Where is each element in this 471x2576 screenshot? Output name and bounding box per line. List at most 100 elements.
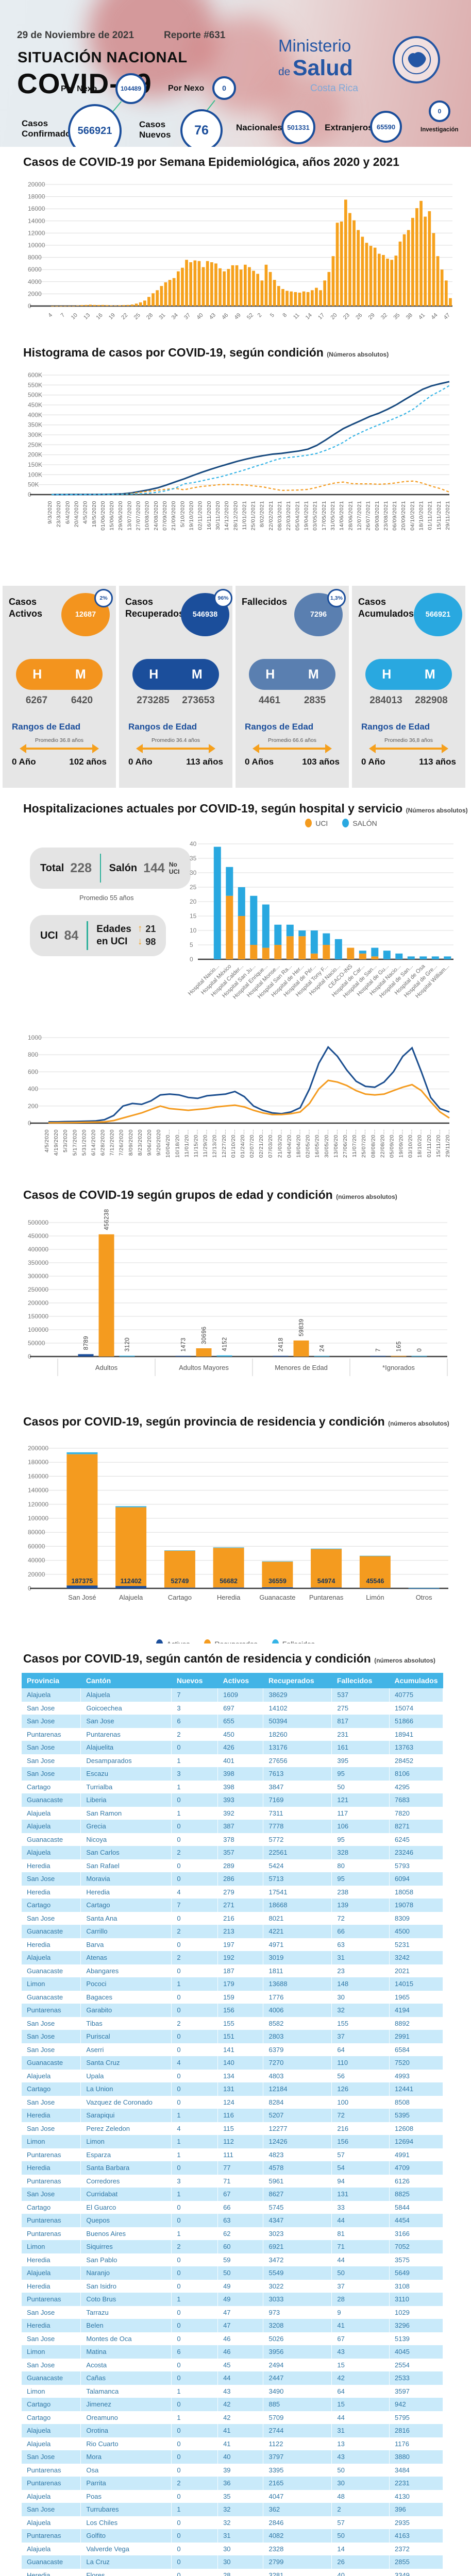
table-row: Alajuela Rio Cuarto 0 41 1122 13 1176: [22, 2437, 444, 2450]
svg-text:2418: 2418: [278, 1337, 284, 1352]
svg-text:46: 46: [221, 312, 229, 321]
table-row: Puntarenas Puntarenas 2 450 18260 231 18941: [22, 1727, 444, 1741]
cumulative-cases-line-chart: 0 50K 100K 150K 200K 250K 300K 350K 400K 450K 500K…: [8, 362, 471, 580]
svg-text:250000: 250000: [28, 1286, 48, 1293]
table-row: Limon Pococi 1 179 13688 148 14015: [22, 1977, 444, 1991]
svg-text:05/04/2021: 05/04/2021: [294, 501, 300, 531]
table-row: San Jose Santa Ana 0 216 8021 72 8309: [22, 1911, 444, 1925]
svg-text:10: 10: [70, 312, 79, 321]
table-row: Cartago Oreamuno 1 42 5709 44 5795: [22, 2411, 444, 2424]
svg-text:17: 17: [317, 312, 326, 321]
svg-text:41: 41: [417, 312, 426, 321]
svg-text:35: 35: [190, 855, 197, 862]
age-range-arrow-icon: Promedio 36,8 años: [363, 737, 454, 753]
canton-table-body: Alajuela Alajuela 7 1609 38629 537 40775 San Jo…: [22, 1688, 444, 2576]
svg-text:22/02/2021: 22/02/2021: [268, 501, 274, 531]
svg-text:16/05/20...: 16/05/20...: [314, 1129, 321, 1158]
casos-nuevos-circle: 76: [180, 109, 223, 147]
svg-text:29/11/20...: 29/11/20...: [445, 1129, 451, 1157]
table-row: San Jose Curridabat 1 67 8627 131 8825: [22, 2188, 444, 2201]
svg-text:8/02/2021: 8/02/2021: [259, 501, 265, 527]
promedio-label: Promedio 55 años: [79, 894, 134, 902]
cantons-section: Casos por COVID-19, según cantón de resi…: [0, 1643, 471, 2576]
svg-text:20/4/2020: 20/4/2020: [74, 501, 80, 527]
svg-text:10/08/2020: 10/08/2020: [144, 501, 150, 531]
svg-text:200000: 200000: [28, 1445, 48, 1452]
svg-text:200000: 200000: [28, 1299, 48, 1307]
hospitalization-trend-section: 0 200 400 600 800 1000 4/5/2020 4/19/2020 5/3/20…: [0, 1030, 471, 1180]
svg-text:60000: 60000: [28, 1543, 45, 1550]
table-row: Puntarenas Corredores 3 71 5961 94 6126: [22, 2174, 444, 2188]
divider: [87, 921, 89, 950]
table-row: San Jose Tibas 2 155 8582 155 8892: [22, 2016, 444, 2030]
column-header: Provincia: [22, 1673, 81, 1688]
table-row: Alajuela Alajuela 7 1609 38629 537 40775: [22, 1688, 444, 1702]
svg-text:250K: 250K: [28, 441, 42, 448]
table-row: Puntarenas Coto Brus 1 49 3033 28 3110: [22, 2293, 444, 2306]
table-row: Puntarenas Golfito 0 31 4082 50 4163: [22, 2529, 444, 2543]
svg-text:26: 26: [355, 312, 363, 321]
svg-text:0: 0: [28, 491, 31, 498]
svg-text:16/11/2020: 16/11/2020: [206, 501, 212, 530]
report-title-line1: SITUACIÓN NACIONAL: [18, 49, 188, 66]
table-row: Puntarenas Osa 0 39 3395 50 3484: [22, 2463, 444, 2477]
age-groups-section: Casos de COVID-19 según grupos de edad y…: [0, 1180, 471, 1406]
svg-text:200: 200: [28, 1103, 38, 1110]
svg-text:21/03/20...: 21/03/20...: [277, 1129, 283, 1158]
svg-text:28: 28: [145, 312, 154, 321]
por-nexo-confirmados-circle: 104489: [115, 73, 146, 104]
table-row: San Jose Moravia 0 286 5713 95 6094: [22, 1872, 444, 1886]
svg-text:11/29/20...: 11/29/20...: [203, 1129, 209, 1157]
table-row: San Jose Mora 0 40 3797 43 3880: [22, 2450, 444, 2464]
table-row: Heredia Heredia 4 279 17541 238 18058: [22, 1885, 444, 1899]
svg-text:27/06/20...: 27/06/20...: [342, 1129, 348, 1158]
legend-marker-icon: [156, 1639, 163, 1643]
gender-values: 273285 273653: [137, 695, 215, 706]
gender-values: 4461 2835: [258, 695, 326, 706]
cumulative-chart-title: Histograma de casos por COVID-19, según …: [23, 346, 389, 359]
age-range-arrow-icon: Promedio 36.8 años: [14, 737, 105, 753]
svg-text:30: 30: [190, 869, 197, 876]
table-row: Limon Matina 6 46 3956 43 4045: [22, 2345, 444, 2359]
svg-text:08/03/2021: 08/03/2021: [277, 501, 283, 531]
svg-text:4000: 4000: [28, 278, 42, 285]
svg-text:19: 19: [108, 312, 116, 321]
por-nexo-label: Por Nexo: [61, 84, 97, 93]
age-min-max: 0 Años 103 años: [245, 757, 340, 767]
card-value-bubble: 566921: [414, 593, 462, 636]
svg-text:8/09/2020: 8/09/2020: [128, 1129, 134, 1156]
svg-text:26/07/2021: 26/07/2021: [365, 501, 372, 531]
table-row: Cartago El Guarco 0 66 5745 33 5844: [22, 2200, 444, 2214]
svg-text:Guanacaste: Guanacaste: [259, 1594, 295, 1601]
ministry-logo: Ministerio de Salud Costa Rica: [278, 36, 358, 94]
svg-text:03/05/2021: 03/05/2021: [312, 501, 318, 531]
table-row: Puntarenas Parrita 2 36 2165 30 2231: [22, 2477, 444, 2490]
svg-text:38: 38: [405, 312, 414, 321]
table-row: San Jose San Jose 6 655 50394 817 51866: [22, 1715, 444, 1728]
svg-text:04/04/20...: 04/04/20...: [286, 1129, 292, 1158]
svg-text:1000: 1000: [28, 1034, 42, 1041]
svg-text:01/11/2021: 01/11/2021: [427, 501, 433, 530]
svg-text:22/03/2021: 22/03/2021: [285, 501, 292, 531]
svg-text:180000: 180000: [28, 1459, 48, 1466]
table-row: Guanacaste Nicoya 0 378 5772 95 6245: [22, 1833, 444, 1846]
table-row: Alajuela San Carlos 2 357 22561 328 23246: [22, 1846, 444, 1859]
svg-text:0: 0: [28, 302, 31, 310]
svg-text:18/10/20...: 18/10/20...: [417, 1129, 423, 1158]
svg-text:0: 0: [190, 956, 193, 963]
table-row: San Jose Tarrazu 0 47 973 9 1029: [22, 2306, 444, 2319]
svg-text:350K: 350K: [28, 421, 42, 429]
legend-marker-icon: [305, 819, 312, 827]
svg-text:10/04/20...: 10/04/20...: [165, 1129, 171, 1158]
svg-text:0: 0: [417, 1348, 423, 1352]
age-range-label: Rangos de Edad: [245, 722, 314, 732]
age-range-label: Rangos de Edad: [12, 722, 81, 732]
report-header: 29 de Noviembre de 2021 Reporte #631 SIT…: [0, 0, 471, 147]
svg-text:600K: 600K: [28, 371, 42, 379]
svg-text:23: 23: [342, 312, 351, 321]
hospital-stacked-bar-chart: 0 5 10 15 20 25 30 35 40 Hospital Nacio... Hospita…: [186, 827, 466, 1030]
svg-text:450K: 450K: [28, 401, 42, 409]
casos-confirmados-circle: 566921: [68, 104, 122, 147]
